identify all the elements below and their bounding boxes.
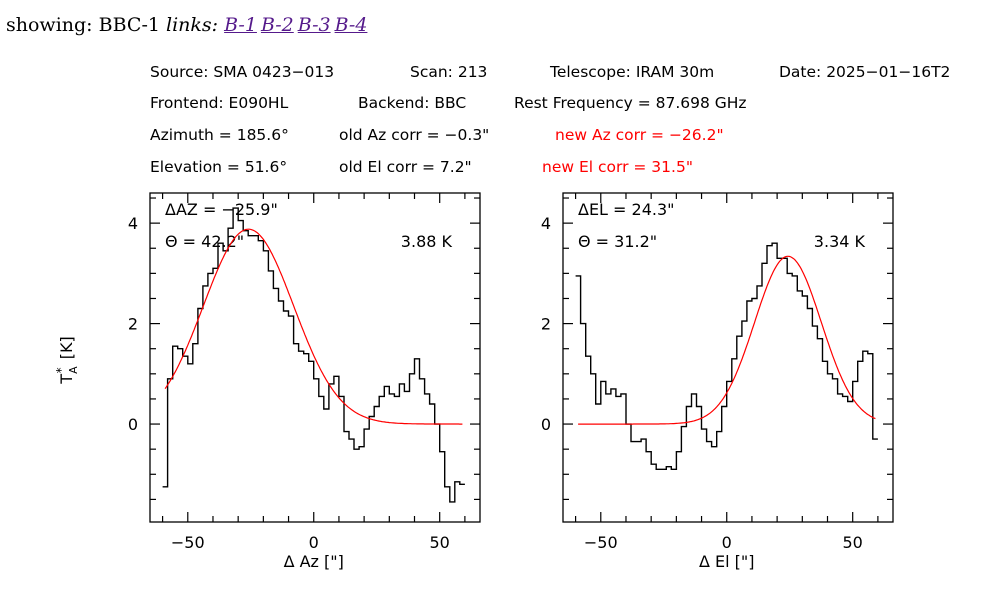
info-frontend: Frontend: E090HL	[150, 94, 289, 112]
link-b4[interactable]: B-4	[334, 14, 368, 36]
info-old-az-corr: old Az corr = −0.3"	[339, 126, 489, 144]
info-new-az-corr: new Az corr = −26.2"	[555, 126, 724, 144]
az-x-tick-label: 0	[309, 533, 319, 552]
y-axis-label: TA* [K]	[54, 336, 80, 384]
az-x-tick-label: −50	[171, 533, 205, 552]
info-new-el-corr: new El corr = 31.5"	[542, 158, 693, 176]
y-axis-label-text: TA* [K]	[54, 336, 80, 384]
el-data-step-line	[575, 242, 878, 470]
el-panel: −50 0 50 0 2 4 Δ El ["] ΔEL = 24.3" Θ = 31.2" 3.3…	[541, 192, 894, 571]
el-offset-annotation: ΔEL = 24.3"	[578, 200, 675, 219]
el-plot-frame	[562, 192, 894, 523]
link-b1[interactable]: B-1	[224, 14, 257, 36]
link-b2[interactable]: B-2	[260, 14, 294, 36]
el-y-tick-label: 2	[541, 315, 551, 334]
el-width-annotation: Θ = 31.2"	[578, 232, 657, 251]
showing-value: BBC-1	[98, 14, 160, 36]
el-peak-annotation: 3.34 K	[814, 232, 866, 251]
y-axis-label-sub: A	[67, 366, 80, 374]
az-y-tick-label: 0	[128, 415, 138, 434]
az-data-step-line	[162, 207, 465, 503]
az-plot-frame	[149, 192, 481, 523]
link-b3[interactable]: B-3	[297, 14, 331, 36]
az-gaussian-fit-line	[164, 228, 463, 425]
info-old-el-corr: old El corr = 7.2"	[339, 158, 472, 176]
el-x-axis-label: Δ El ["]	[699, 552, 755, 571]
scan-info: Source: SMA 0423−013 Scan: 213 Telescope…	[150, 63, 950, 176]
az-x-tick-label: 50	[430, 533, 450, 552]
links-label: links:	[166, 14, 219, 36]
az-x-axis-label: Δ Az ["]	[284, 552, 344, 571]
el-x-tick-label: 0	[722, 533, 732, 552]
header-line: showing: BBC-1 links: B-1 B-2 B-3 B-4	[6, 14, 371, 36]
info-backend: Backend: BBC	[358, 94, 466, 112]
el-x-tick-label: −50	[584, 533, 618, 552]
info-telescope: Telescope: IRAM 30m	[549, 63, 714, 81]
az-panel: −50 0 50 0 2 4 Δ Az ["] ΔAZ = −25.9" Θ = 42.2" 3.…	[128, 192, 481, 571]
az-y-tick-label: 2	[128, 315, 138, 334]
info-date: Date: 2025−01−16T2	[779, 63, 950, 81]
showing-label: showing:	[6, 14, 93, 36]
info-source: Source: SMA 0423−013	[150, 63, 334, 81]
info-elevation: Elevation = 51.6°	[150, 158, 287, 176]
y-axis-label-unit: [K]	[57, 336, 76, 364]
el-x-tick-label: 50	[843, 533, 863, 552]
el-y-tick-label: 4	[541, 214, 551, 233]
info-azimuth: Azimuth = 185.6°	[150, 126, 289, 144]
az-peak-annotation: 3.88 K	[401, 232, 453, 251]
az-width-annotation: Θ = 42.2"	[165, 232, 244, 251]
el-gaussian-fit-line	[578, 255, 876, 425]
y-axis-label-sup: *	[54, 367, 68, 373]
info-scan: Scan: 213	[410, 63, 487, 81]
el-y-tick-label: 0	[541, 415, 551, 434]
info-rest-frequency: Rest Frequency = 87.698 GHz	[514, 94, 747, 112]
az-offset-annotation: ΔAZ = −25.9"	[165, 200, 278, 219]
az-y-tick-label: 4	[128, 214, 138, 233]
